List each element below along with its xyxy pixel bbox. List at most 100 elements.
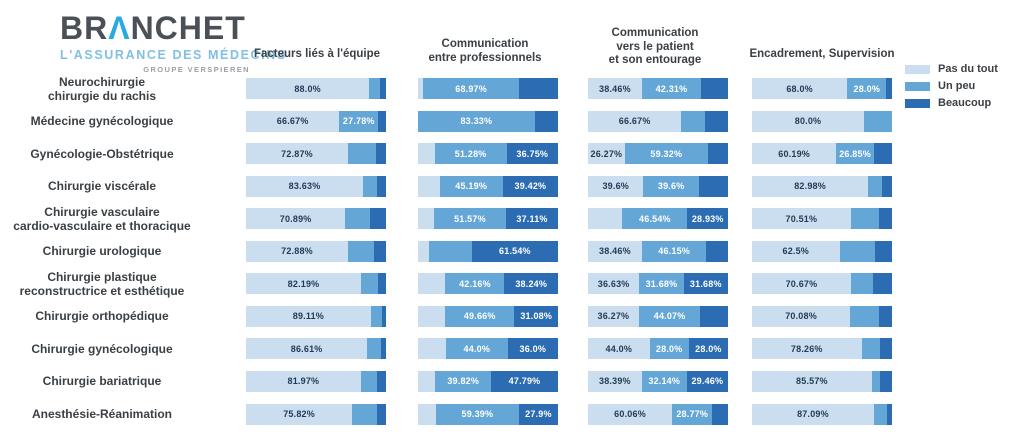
bar-segment-pas-du-tout: 60.19% bbox=[752, 143, 837, 165]
bar-segment-pas-du-tout bbox=[418, 305, 445, 327]
bar-segment-beaucoup bbox=[376, 143, 386, 165]
segment-value-label: 42.16% bbox=[459, 278, 491, 289]
segment-value-label: 28.0% bbox=[853, 83, 881, 94]
segment-value-label: 81.97% bbox=[287, 376, 320, 387]
segment-value-label: 45.19% bbox=[455, 181, 488, 192]
bar-segment-pas-du-tout bbox=[418, 240, 429, 262]
bar-segment-beaucoup: 37.11% bbox=[506, 208, 558, 230]
bar-segment-un-peu bbox=[839, 240, 875, 262]
bar-segment-beaucoup bbox=[887, 403, 892, 425]
bar-segment-un-peu: 32.14% bbox=[641, 370, 687, 392]
bar-segment-beaucoup bbox=[700, 305, 728, 327]
segment-value-label: 49.66% bbox=[463, 311, 496, 322]
segment-value-label: 59.32% bbox=[650, 148, 683, 159]
bar-segment-pas-du-tout: 86.61% bbox=[246, 338, 368, 360]
bar-segment-un-peu: 39.82% bbox=[435, 370, 492, 392]
bar-segment-beaucoup: 28.0% bbox=[688, 338, 728, 360]
stacked-bar: 87.09% bbox=[752, 403, 892, 425]
bar-segment-un-peu bbox=[850, 273, 874, 295]
bar-segment-un-peu: 46.54% bbox=[622, 208, 688, 230]
legend-swatch-beaucoup bbox=[905, 98, 930, 108]
bar-segment-pas-du-tout: 82.98% bbox=[752, 175, 869, 197]
bar-segment-un-peu: 59.32% bbox=[624, 143, 708, 165]
row-label: Médecine gynécologique bbox=[30, 113, 174, 128]
stacked-bar: 70.08% bbox=[752, 305, 892, 327]
bar-segment-un-peu bbox=[873, 403, 888, 425]
stacked-bar: 88.0% bbox=[246, 78, 386, 99]
row-label: Anesthésie-Réanimation bbox=[31, 406, 173, 421]
bar-segment-un-peu: 28.0% bbox=[649, 338, 689, 360]
bar-segment-un-peu: 45.19% bbox=[439, 175, 503, 197]
stacked-bar: 36.27% 44.07% bbox=[588, 305, 728, 327]
bar-segment-beaucoup bbox=[380, 338, 386, 360]
bar-segment-pas-du-tout bbox=[418, 143, 435, 165]
stacked-bar: 86.61% bbox=[246, 338, 386, 360]
segment-value-label: 37.11% bbox=[516, 213, 548, 224]
bar-segment-pas-du-tout: 36.27% bbox=[588, 305, 639, 327]
stacked-bar: 66.67% 27.78% bbox=[246, 110, 386, 132]
bar-segment-un-peu bbox=[363, 175, 377, 197]
segment-value-label: 31.08% bbox=[520, 311, 553, 322]
segment-value-label: 66.67% bbox=[618, 116, 651, 127]
stacked-bar: 51.57% 37.11% bbox=[418, 208, 558, 230]
bar-segment-un-peu bbox=[864, 110, 892, 132]
segment-value-label: 80.0% bbox=[794, 116, 822, 127]
stacked-bar: 51.28% 36.75% bbox=[418, 143, 558, 165]
legend: Pas du tout Un peu Beaucoup bbox=[905, 63, 998, 114]
segment-value-label: 39.6% bbox=[657, 181, 685, 192]
legend-item-pas-du-tout: Pas du tout bbox=[905, 63, 998, 75]
segment-value-label: 62.5% bbox=[782, 246, 810, 257]
bar-segment-un-peu: 51.57% bbox=[433, 208, 507, 230]
bar-segment-pas-du-tout: 78.26% bbox=[752, 338, 862, 360]
bar-segment-un-peu: 49.66% bbox=[444, 305, 515, 327]
column-header-facteurs-equipe: Facteurs liés à l'équipe bbox=[253, 48, 381, 60]
stacked-bar: 60.06% 28.77% bbox=[588, 403, 728, 425]
bar-segment-beaucoup: 28.93% bbox=[687, 208, 728, 230]
stacked-bar: 82.98% bbox=[752, 175, 892, 197]
bar-segment-pas-du-tout: 85.57% bbox=[752, 370, 872, 392]
stacked-bar: 44.0% 36.0% bbox=[418, 338, 558, 360]
bar-segment-beaucoup bbox=[882, 175, 892, 197]
stacked-bar: 81.97% bbox=[246, 370, 386, 392]
bar-segment-beaucoup bbox=[377, 273, 386, 295]
bar-segment-un-peu: 83.33% bbox=[418, 110, 535, 132]
bar-segment-un-peu: 26.85% bbox=[836, 143, 874, 165]
bar-segment-un-peu bbox=[868, 175, 883, 197]
legend-label-pas-du-tout: Pas du tout bbox=[938, 63, 998, 75]
bar-segment-beaucoup: 36.75% bbox=[506, 143, 558, 165]
stacked-bar: 72.87% bbox=[246, 143, 386, 165]
bar-segment-beaucoup bbox=[873, 143, 892, 165]
segment-value-label: 28.0% bbox=[695, 343, 722, 354]
bar-segment-pas-du-tout: 70.51% bbox=[752, 208, 851, 230]
stacked-bar: 68.97% bbox=[418, 78, 558, 99]
bar-segment-beaucoup bbox=[704, 110, 728, 132]
segment-value-label: 36.27% bbox=[597, 311, 630, 322]
segment-value-label: 44.0% bbox=[463, 343, 491, 354]
stacked-bar: 39.6% 39.6% bbox=[588, 175, 728, 197]
bar-segment-un-peu bbox=[345, 208, 371, 230]
segment-value-label: 27.9% bbox=[525, 409, 552, 419]
bar-segment-pas-du-tout: 68.0% bbox=[752, 78, 848, 99]
bar-segment-pas-du-tout: 89.11% bbox=[246, 305, 371, 327]
segment-value-label: 82.98% bbox=[794, 181, 826, 192]
bar-segment-beaucoup bbox=[701, 78, 728, 99]
segment-value-label: 26.85% bbox=[839, 148, 871, 159]
bar-segment-un-peu bbox=[348, 240, 375, 262]
stacked-bar: 85.57% bbox=[752, 370, 892, 392]
segment-value-label: 46.54% bbox=[639, 213, 671, 224]
row-label: Chirurgie gynécologique bbox=[31, 341, 173, 356]
segment-value-label: 85.57% bbox=[796, 376, 828, 387]
segment-value-label: 70.08% bbox=[785, 311, 817, 322]
segment-value-label: 29.46% bbox=[691, 376, 724, 387]
bar-segment-pas-du-tout: 82.19% bbox=[246, 273, 362, 295]
bar-segment-beaucoup: 31.08% bbox=[514, 305, 558, 327]
bar-segment-un-peu bbox=[428, 240, 472, 262]
bar-segment-pas-du-tout: 26.27% bbox=[588, 143, 625, 165]
bar-segment-beaucoup bbox=[381, 305, 386, 327]
bar-segment-un-peu bbox=[361, 273, 378, 295]
stacked-bar: 83.33% bbox=[418, 110, 558, 132]
segment-value-label: 61.54% bbox=[499, 246, 531, 257]
bar-segment-beaucoup bbox=[879, 305, 892, 327]
segment-value-label: 86.61% bbox=[290, 343, 323, 354]
bar-segment-pas-du-tout: 66.67% bbox=[588, 110, 682, 132]
